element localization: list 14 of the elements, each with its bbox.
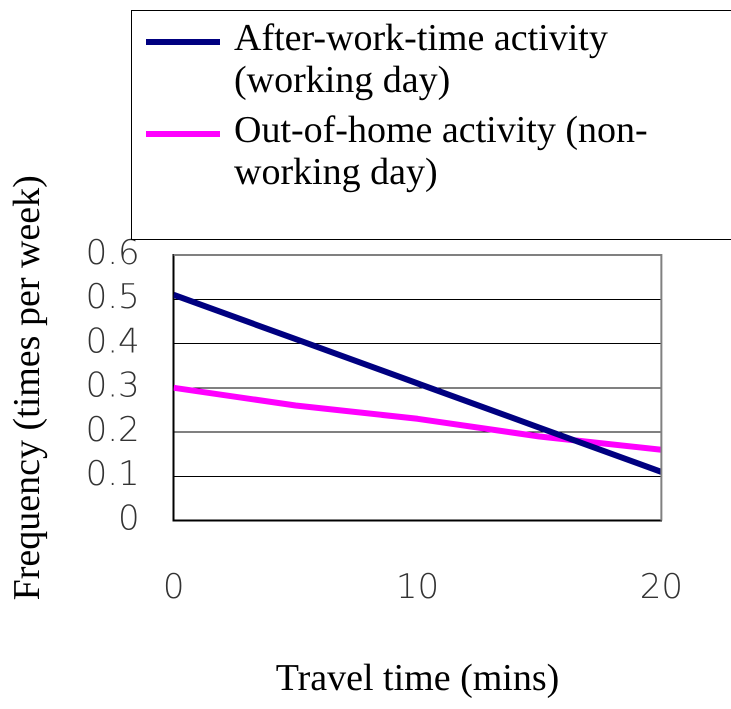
x-tick-label: 0 <box>162 566 184 607</box>
y-tick-label: 0.3 <box>86 366 140 406</box>
legend-label: Out-of-home activity (non-working day) <box>234 109 649 193</box>
x-tick-label: 20 <box>640 566 683 607</box>
y-tick-label: 0.6 <box>86 232 140 273</box>
y-tick-label: 0.2 <box>86 410 140 450</box>
x-tick-label: 10 <box>396 566 440 607</box>
y-tick-label: 0.1 <box>86 454 140 494</box>
legend-label: After-work-time activity (working day) <box>234 17 609 101</box>
y-tick-label: 0.5 <box>86 277 140 318</box>
y-tick-label: 0 <box>118 498 140 538</box>
x-axis-title: Travel time (mins) <box>276 657 560 700</box>
y-tick-label: 0.4 <box>86 321 140 362</box>
y-axis-title: Frequency (times per week) <box>6 175 48 600</box>
